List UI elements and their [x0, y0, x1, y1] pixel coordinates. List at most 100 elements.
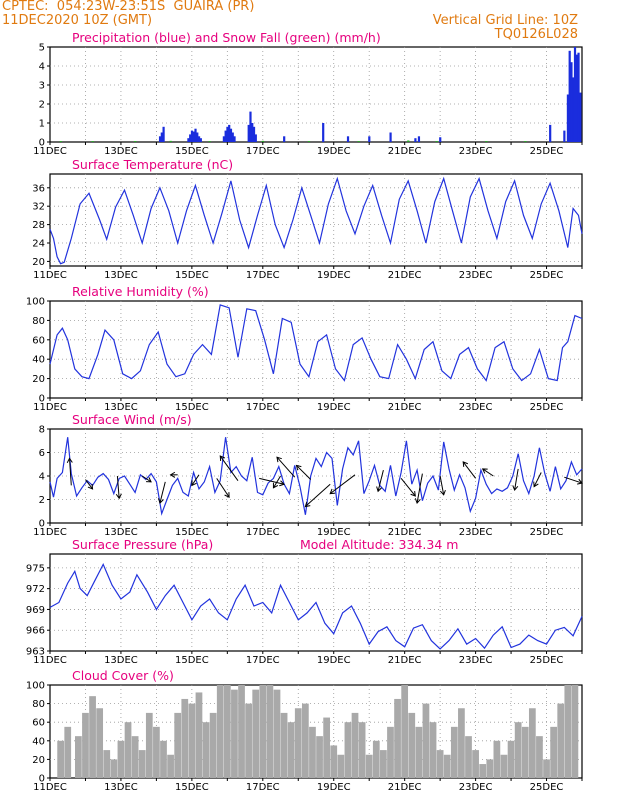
- bar-snowfall: [435, 141, 438, 142]
- bar-precipitation: [222, 136, 225, 142]
- wind-vector-head: [224, 492, 230, 498]
- y-tick-label: 972: [26, 584, 45, 595]
- wind-vector: [259, 477, 285, 485]
- bar-cloud_cover: [507, 740, 515, 778]
- y-tick-label: 20: [32, 257, 45, 268]
- wind-vector: [482, 468, 494, 477]
- bar-cloud_cover: [443, 754, 451, 778]
- bar-cloud_cover: [323, 717, 331, 778]
- wind-vector-head: [512, 485, 519, 492]
- series-pressure: [49, 562, 583, 650]
- bar-cloud_cover: [450, 726, 458, 778]
- bar-cloud_cover: [57, 740, 65, 778]
- wind-vector-head: [272, 482, 279, 489]
- bar-precipitation: [417, 136, 421, 142]
- wind-vector: [116, 475, 120, 499]
- bar-precipitation: [572, 77, 575, 142]
- panel-title: Cloud Cover (%): [72, 668, 174, 683]
- y-tick-label: 4: [39, 62, 45, 73]
- x-tick-label: 15DEC: [175, 655, 209, 666]
- bar-cloud_cover: [394, 698, 401, 778]
- wind-vector-head: [276, 456, 282, 463]
- y-tick-label: 28: [32, 220, 45, 231]
- wind-vector: [276, 456, 296, 478]
- wind-vector-head: [481, 468, 488, 474]
- bar-cloud_cover: [195, 692, 203, 778]
- panel-frame: [49, 684, 583, 779]
- bar-precipitation: [439, 137, 442, 142]
- wind-vector: [191, 474, 200, 486]
- bar-precipitation: [389, 132, 392, 142]
- bar-precipitation: [566, 94, 570, 142]
- x-tick-label: 21DEC: [388, 270, 422, 281]
- panel-title: Surface Wind (m/s): [72, 412, 192, 427]
- bar-cloud_cover: [231, 689, 238, 778]
- y-tick-label: 0: [39, 519, 45, 530]
- wind-vector: [564, 476, 583, 484]
- x-tick-label: 11DEC: [33, 782, 67, 793]
- bar-cloud_cover: [96, 708, 104, 778]
- wind-vector-head: [169, 471, 176, 478]
- header-date: 11DEC2020 10Z (GMT): [2, 13, 153, 28]
- x-tick-label: 13DEC: [104, 527, 138, 538]
- header-station: CPTEC: 054:23W-23:51S GUAIRA (PR): [2, 0, 255, 14]
- series-wind_speed: [49, 437, 583, 516]
- bar-cloud_cover: [316, 736, 323, 778]
- panel-pressure: 11DEC 13DEC 15DEC 17DEC 19DEC 21DEC 23DEC 25DEC…: [26, 537, 583, 666]
- x-tick-label: 23DEC: [459, 146, 493, 157]
- y-tick-label: 0: [39, 774, 45, 785]
- bar-cloud_cover: [458, 708, 465, 778]
- bar-cloud_cover: [436, 750, 444, 778]
- x-tick-label: 11DEC: [33, 270, 67, 281]
- bar-cloud_cover: [160, 740, 167, 778]
- y-tick-label: 24: [32, 239, 45, 250]
- x-tick-label: 11DEC: [33, 402, 67, 413]
- y-tick-label: 975: [26, 563, 45, 574]
- wind-vector-head: [219, 455, 226, 462]
- bar-cloud_cover: [344, 722, 352, 778]
- bar-cloud_cover: [273, 689, 281, 778]
- bar-cloud_cover: [337, 754, 345, 778]
- bar-precipitation: [254, 134, 257, 142]
- bar-cloud_cover: [145, 712, 153, 778]
- bar-cloud_cover: [181, 698, 189, 778]
- wind-vector-head: [295, 464, 302, 471]
- bar-cloud_cover: [351, 712, 359, 778]
- bar-cloud_cover: [301, 703, 309, 778]
- wind-vector: [377, 470, 384, 492]
- wind-vector: [514, 468, 519, 491]
- y-tick-label: 2: [39, 495, 45, 506]
- bar-snowfall: [485, 141, 488, 142]
- bar-cloud_cover: [528, 708, 536, 778]
- bar-cloud_cover: [536, 736, 543, 778]
- bar-precipitation: [577, 52, 580, 143]
- y-tick-label: 3: [39, 81, 45, 92]
- bar-cloud_cover: [280, 712, 288, 778]
- panel-title: Precipitation (blue) and Snow Fall (gree…: [72, 30, 381, 45]
- bar-precipitation: [252, 126, 256, 142]
- bar-cloud_cover: [543, 759, 550, 778]
- bar-cloud_cover: [209, 712, 217, 778]
- x-tick-label: 21DEC: [388, 655, 422, 666]
- bar-precipitation: [228, 124, 231, 142]
- bar-precipitation: [231, 132, 234, 142]
- bar-precipitation: [224, 130, 227, 142]
- wind-vector-head: [87, 483, 94, 490]
- bar-precipitation: [563, 130, 566, 142]
- bar-cloud_cover: [429, 722, 437, 778]
- y-tick-label: 100: [26, 297, 45, 308]
- bar-snowfall: [261, 140, 264, 142]
- y-tick-label: 5: [39, 43, 45, 54]
- wind-vector: [533, 472, 542, 487]
- x-tick-label: 25DEC: [530, 655, 564, 666]
- bar-precipitation: [189, 134, 192, 142]
- panel-frame: [49, 46, 583, 143]
- bar-precipitation: [573, 47, 577, 142]
- bar-cloud_cover: [174, 712, 182, 778]
- bar-precipitation: [251, 123, 254, 142]
- bar-cloud_cover: [479, 764, 487, 778]
- bar-precipitation: [322, 123, 325, 142]
- panel-frame: [49, 300, 583, 399]
- x-tick-label: 19DEC: [317, 146, 351, 157]
- wind-vector-head: [439, 489, 446, 496]
